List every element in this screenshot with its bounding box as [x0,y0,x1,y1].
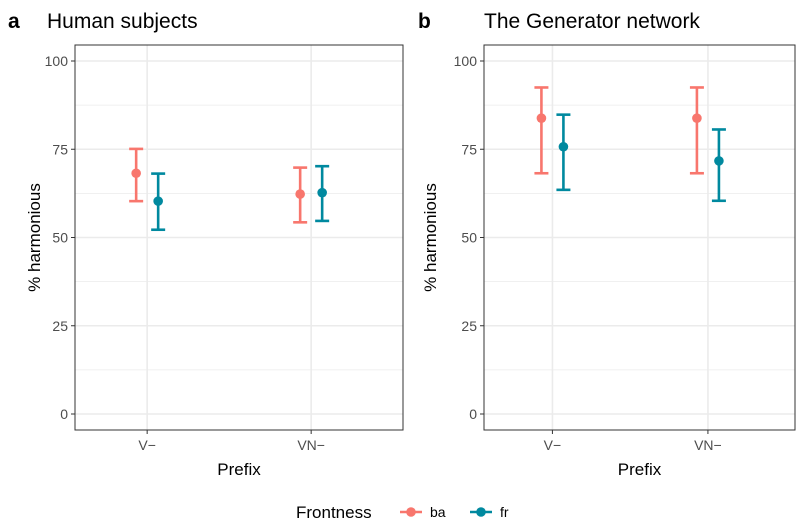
y-tick-label: 75 [461,141,477,157]
x-tick-label: V− [544,437,562,453]
errorbar-ba [534,86,549,175]
y-tick-label: 100 [454,53,478,69]
panel-title: The Generator network [484,10,700,33]
y-tick-label: 0 [469,406,477,422]
y-tick-label: 25 [52,318,68,334]
panel-letter: b [418,10,431,33]
errorbar-ba [293,166,308,224]
legend-label: ba [430,504,446,520]
legend-title: Frontness [296,503,372,522]
legend-item-ba: ba [400,504,446,520]
gridlines [484,45,795,430]
errorbar-fr [151,172,166,232]
legend: Frontness ba fr [296,503,509,522]
panel-title: Human subjects [47,10,198,33]
legend-label: fr [500,504,509,520]
data-point-ba [131,168,141,179]
panel-a: a Human subjects 0 25 50 75 100 V− VN− Prefix % ha… [8,10,404,479]
panel-b: b The Generator network 0 25 50 75 100 V− VN− Pre… [418,10,796,479]
y-axis-title: % harmonious [25,183,44,292]
errorbar-ba [129,147,144,203]
panel-letter: a [8,10,20,33]
data-point-ba [692,113,702,123]
y-tick-label: 50 [461,230,477,246]
errorbar-fr [556,113,571,192]
gridlines [75,45,403,430]
data-point-fr [714,156,724,166]
data-point-fr [558,141,569,152]
y-axis-title: % harmonious [421,183,440,292]
legend-key-point [476,507,486,517]
data-point-fr [153,196,163,206]
data-point-ba [295,189,305,199]
legend-key-point [406,507,416,517]
data-point-ba [536,113,547,123]
data-point-fr [317,187,327,198]
errorbar-ba [689,86,704,175]
x-tick-label: VN− [694,437,722,453]
legend-item-fr: fr [470,504,509,520]
y-tick-label: 50 [52,230,68,246]
x-tick-label: V− [138,437,156,453]
x-axis-title: Prefix [618,460,662,479]
x-axis-title: Prefix [217,460,261,479]
x-tick-label: VN− [297,437,325,453]
y-tick-label: 25 [461,318,477,334]
y-tick-label: 0 [60,406,68,422]
errorbar-fr [315,164,330,223]
errorbar-fr [711,128,726,203]
y-tick-label: 100 [45,53,69,69]
y-tick-label: 75 [52,141,68,157]
